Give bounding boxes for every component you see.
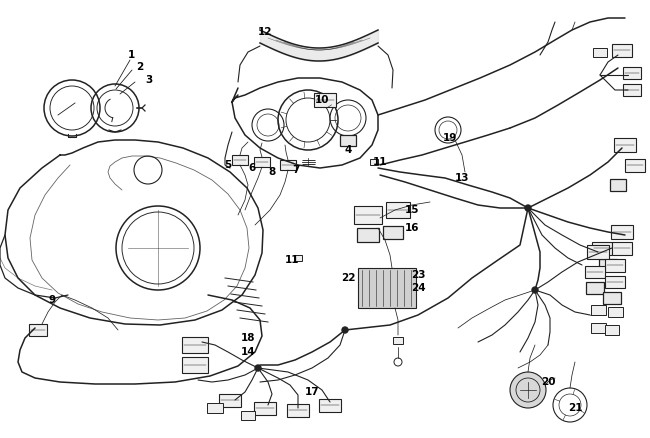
Text: 3: 3 bbox=[146, 75, 153, 85]
Bar bbox=[610, 179, 626, 191]
Bar bbox=[611, 225, 633, 239]
Bar bbox=[623, 67, 641, 79]
Text: 14: 14 bbox=[240, 347, 255, 357]
Bar bbox=[612, 241, 632, 254]
Bar bbox=[585, 266, 605, 278]
Text: 19: 19 bbox=[443, 133, 457, 143]
Bar bbox=[603, 292, 621, 304]
Bar bbox=[340, 134, 356, 145]
Bar bbox=[623, 84, 641, 96]
Bar bbox=[393, 336, 403, 343]
Circle shape bbox=[255, 365, 261, 371]
Bar bbox=[592, 241, 612, 254]
Text: 11: 11 bbox=[285, 255, 299, 265]
Text: 5: 5 bbox=[224, 160, 231, 170]
Circle shape bbox=[510, 372, 546, 408]
Circle shape bbox=[342, 327, 348, 333]
Circle shape bbox=[532, 287, 538, 293]
Text: 6: 6 bbox=[248, 163, 255, 173]
Text: 20: 20 bbox=[541, 377, 555, 387]
Circle shape bbox=[525, 205, 531, 211]
Text: 17: 17 bbox=[305, 387, 319, 397]
Bar bbox=[232, 155, 248, 165]
Bar bbox=[370, 159, 378, 165]
Bar bbox=[625, 159, 645, 172]
Text: 9: 9 bbox=[49, 295, 55, 305]
Text: 16: 16 bbox=[405, 223, 419, 233]
Bar bbox=[287, 403, 309, 417]
Text: 10: 10 bbox=[315, 95, 330, 105]
Bar bbox=[314, 93, 336, 107]
Bar bbox=[29, 324, 47, 336]
Bar bbox=[608, 307, 623, 317]
Text: 12: 12 bbox=[258, 27, 272, 37]
Text: 24: 24 bbox=[411, 283, 425, 293]
Bar bbox=[605, 258, 625, 272]
Bar bbox=[586, 282, 604, 294]
Bar bbox=[605, 276, 625, 288]
Bar bbox=[605, 325, 619, 335]
Text: 4: 4 bbox=[344, 145, 352, 155]
Text: 7: 7 bbox=[292, 165, 300, 175]
Bar bbox=[590, 305, 606, 315]
Bar bbox=[593, 47, 607, 57]
Bar bbox=[590, 323, 606, 333]
Bar bbox=[207, 403, 223, 413]
Bar bbox=[182, 337, 208, 353]
Bar bbox=[254, 402, 276, 414]
Bar bbox=[219, 393, 241, 406]
Text: 21: 21 bbox=[567, 403, 582, 413]
Bar bbox=[614, 138, 636, 152]
Text: 18: 18 bbox=[240, 333, 255, 343]
Bar bbox=[612, 43, 632, 57]
Bar bbox=[599, 259, 617, 271]
Bar bbox=[354, 206, 382, 224]
Bar bbox=[280, 160, 296, 170]
Bar bbox=[182, 357, 208, 373]
Text: 15: 15 bbox=[405, 205, 419, 215]
Text: 2: 2 bbox=[136, 62, 144, 72]
Bar bbox=[294, 255, 302, 261]
Bar bbox=[358, 268, 416, 308]
Text: 13: 13 bbox=[455, 173, 469, 183]
Text: 11: 11 bbox=[372, 157, 387, 167]
Bar bbox=[587, 245, 609, 259]
Text: 1: 1 bbox=[127, 50, 135, 60]
Bar bbox=[319, 399, 341, 411]
Text: 8: 8 bbox=[268, 167, 276, 177]
Bar bbox=[254, 157, 270, 167]
Bar bbox=[383, 226, 403, 239]
Bar bbox=[241, 410, 255, 420]
Bar bbox=[386, 202, 410, 218]
Text: 23: 23 bbox=[411, 270, 425, 280]
Bar bbox=[357, 228, 379, 242]
Text: 22: 22 bbox=[341, 273, 356, 283]
